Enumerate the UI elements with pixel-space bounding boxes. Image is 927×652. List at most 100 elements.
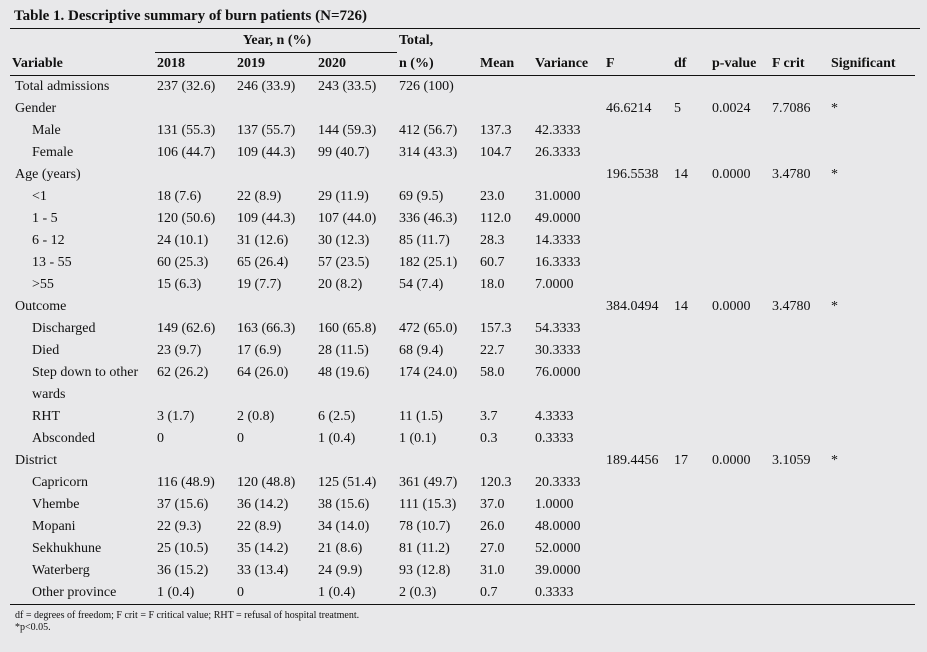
header-group: Year, n (%) (155, 30, 397, 53)
item-row: RHT 3 (1.7) 2 (0.8) 6 (2.5) 11 (1.5) 3.7 4.333… (10, 406, 915, 428)
cell: 22 (8.9) (237, 189, 282, 204)
cell (235, 450, 316, 472)
cell: 1 (0.4) (318, 431, 356, 446)
cell (604, 406, 672, 428)
cell (672, 142, 710, 164)
cell (235, 164, 316, 186)
row-label: Male (32, 123, 61, 138)
column-header: df (672, 52, 710, 76)
cell: 7.0000 (535, 277, 574, 292)
cell (604, 318, 672, 340)
row-label: 13 - 55 (32, 255, 72, 270)
cell: 120 (50.6) (157, 211, 216, 226)
item-row: Other province 1 (0.4) 0 1 (0.4) 2 (0.3) 0.7 0… (10, 582, 916, 605)
cell: 48 (19.6) (318, 365, 370, 380)
cell (829, 560, 915, 582)
cell: 243 (33.5) (318, 79, 377, 94)
row-label: Mopani (32, 519, 76, 534)
item-row: Male 131 (55.3) 137 (55.7) 144 (59.3) 412 (5… (10, 120, 915, 142)
cell (829, 428, 915, 450)
cell (604, 560, 672, 582)
cell: 6 (2.5) (318, 409, 356, 424)
cell (604, 142, 672, 164)
cell (770, 560, 829, 582)
row-label: Outcome (15, 299, 67, 314)
cell: 0.0024 (712, 101, 751, 116)
cell: 116 (48.9) (157, 475, 215, 490)
cell: 0 (235, 582, 316, 605)
column-header: Variance (533, 52, 604, 76)
cell: 64 (26.0) (237, 365, 289, 380)
cell (672, 538, 710, 560)
row-label: Age (years) (15, 167, 81, 182)
cell (604, 494, 672, 516)
item-row: Capricorn 116 (48.9) 120 (48.8) 125 (51.4) 3… (10, 472, 915, 494)
cell (672, 208, 710, 230)
cell: 3.4780 (772, 167, 811, 182)
cell (397, 450, 478, 472)
cell: 22 (9.3) (157, 519, 202, 534)
cell (770, 142, 829, 164)
cell: 111 (15.3) (399, 497, 457, 512)
cell: * (831, 299, 838, 314)
cell: 472 (65.0) (399, 321, 458, 336)
cell (829, 120, 915, 142)
cell (316, 296, 397, 318)
column-header: F crit (770, 52, 829, 76)
cell (770, 76, 829, 99)
column-header: Mean (478, 52, 533, 76)
cell (397, 164, 478, 186)
cell (672, 516, 710, 538)
cell: 34 (14.0) (318, 519, 370, 534)
cell: 58.0 (480, 365, 505, 380)
cell: 189.4456 (606, 453, 659, 468)
cell: 33 (13.4) (237, 563, 289, 578)
row-label: District (15, 453, 57, 468)
cell: 17 (674, 453, 688, 468)
cell (533, 98, 604, 120)
cell (672, 560, 710, 582)
cell: 0.0000 (712, 167, 751, 182)
cell (770, 538, 829, 560)
cell: 20.3333 (535, 475, 581, 490)
cell: 38 (15.6) (318, 497, 370, 512)
cell: 3 (1.7) (157, 409, 195, 424)
cell: 1 (0.4) (155, 582, 235, 605)
cell (829, 406, 915, 428)
cell: 49.0000 (535, 211, 581, 226)
cell: 0 (237, 431, 244, 446)
cell (604, 120, 672, 142)
column-header: 2018 (155, 52, 235, 76)
item-row: Step down to other wards 62 (26.2) 64 (26.… (10, 362, 915, 406)
cell: 174 (24.0) (399, 365, 458, 380)
column-header: n (%) (397, 52, 478, 76)
row-label: Gender (15, 101, 57, 116)
cell (397, 296, 478, 318)
cell: 81 (11.2) (399, 541, 450, 556)
cell (672, 76, 710, 99)
cell: 48.0000 (535, 519, 581, 534)
cell: 336 (46.3) (399, 211, 458, 226)
cell: 17 (6.9) (237, 343, 282, 358)
cell: * (831, 101, 838, 116)
cell: 60.7 (480, 255, 505, 270)
cell (604, 76, 672, 99)
cell (829, 208, 915, 230)
cell: 2 (0.3) (397, 582, 478, 605)
cell: 109 (44.3) (237, 145, 296, 160)
cell: 16.3333 (535, 255, 581, 270)
cell (829, 230, 915, 252)
cell (829, 252, 915, 274)
section-row: Age (years) 196.5538 14 0.0000 3.4780 * (10, 164, 915, 186)
item-row: Discharged 149 (62.6) 163 (66.3) 160 (65.8)… (10, 318, 915, 340)
cell: 15 (6.3) (157, 277, 202, 292)
cell: 3.4780 (772, 299, 811, 314)
cell: 30.3333 (535, 343, 581, 358)
cell (604, 362, 672, 406)
header-cell: Total, (399, 33, 434, 48)
cell (604, 516, 672, 538)
top-rule (10, 28, 920, 29)
cell: 30 (12.3) (318, 233, 370, 248)
cell (478, 76, 533, 99)
